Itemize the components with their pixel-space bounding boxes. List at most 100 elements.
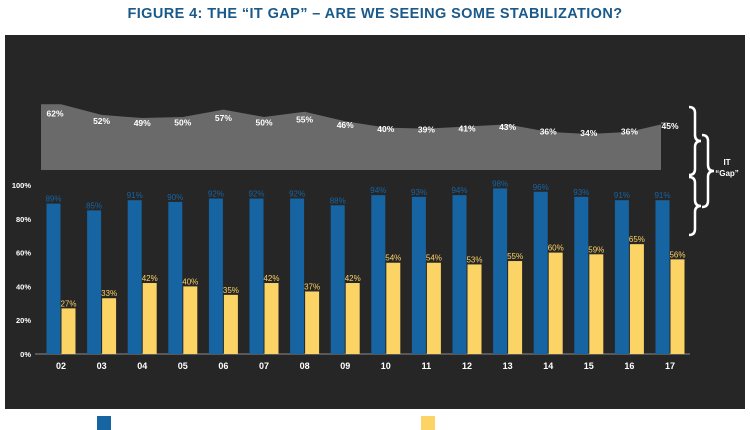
x-tick-label: 11: [422, 361, 432, 371]
x-tick-label: 07: [259, 361, 269, 371]
it-bar-value-label: 92%: [208, 190, 224, 199]
it-bar: [493, 188, 508, 354]
shipper-bar-value-label: 54%: [385, 254, 401, 263]
shipper-bar-value-label: 42%: [345, 274, 361, 283]
gap-value-label: 62%: [46, 109, 63, 119]
shipper-bar: [386, 262, 401, 354]
y-tick-label: 60%: [16, 249, 31, 258]
it-bar-value-label: 90%: [167, 193, 183, 202]
shipper-bar: [183, 286, 198, 354]
gap-value-label: 49%: [134, 118, 151, 128]
it-bar: [87, 210, 102, 354]
gap-value-label: 36%: [621, 127, 638, 137]
chart-panel: 62% 52% 49% 50% 57% 50% 55% 46% 40% 39% 41% 43% 36% 3…: [5, 35, 745, 430]
shipper-bar-value-label: 33%: [101, 289, 117, 298]
gap-value-label: 40%: [377, 124, 394, 134]
x-tick-label: 13: [503, 361, 513, 371]
it-bar-value-label: 94%: [451, 186, 467, 195]
x-tick-label: 03: [97, 361, 107, 371]
gap-brace-upper: [688, 105, 702, 177]
it-bar-value-label: 92%: [289, 190, 305, 199]
gap-label-line: IT: [723, 158, 730, 167]
shipper-bar: [223, 294, 238, 354]
x-axis-labels-group: 02 03 04 05 06 07 08 09 10 11 12 13 14 15 16 17: [56, 361, 675, 371]
it-bar-value-label: 85%: [86, 201, 102, 210]
x-tick-label: 04: [137, 361, 147, 371]
gap-value-label: 34%: [580, 128, 597, 138]
shipper-bar-value-label: 59%: [588, 245, 604, 254]
shipper-bar-value-label: 55%: [507, 252, 523, 261]
x-tick-label: 05: [178, 361, 188, 371]
gap-value-label: 57%: [215, 113, 232, 123]
gap-value-label: 50%: [255, 118, 272, 128]
shipper-bar: [508, 261, 523, 354]
it-bar-value-label: 93%: [411, 188, 427, 197]
shipper-bar-value-label: 54%: [426, 254, 442, 263]
shipper-bar-value-label: 60%: [548, 244, 564, 253]
shipper-bar: [61, 308, 76, 354]
shipper-bar: [426, 262, 441, 354]
y-tick-label: 40%: [16, 282, 31, 291]
shipper-bar: [305, 291, 320, 354]
it-bar-value-label: 89%: [45, 195, 61, 204]
gap-brace-outer: [701, 133, 715, 209]
gap-value-label: 50%: [174, 118, 191, 128]
x-tick-label: 15: [584, 361, 594, 371]
it-bar-value-label: 94%: [370, 186, 386, 195]
shipper-bar-value-label: 65%: [629, 235, 645, 244]
shipper-bar-value-label: 42%: [263, 274, 279, 283]
it-bar: [655, 200, 670, 354]
gap-brace-lower: [688, 175, 702, 237]
y-tick-label: 0%: [20, 350, 31, 359]
it-bar-value-label: 91%: [127, 191, 143, 200]
gap-area-group: [41, 104, 670, 170]
x-tick-label: 14: [543, 361, 553, 371]
figure-title: FIGURE 4: THE “IT GAP” – ARE WE SEEING S…: [127, 6, 623, 22]
x-tick-label: 09: [340, 361, 350, 371]
shipper-bar-value-label: 35%: [223, 286, 239, 295]
gap-value-label: 46%: [337, 120, 354, 130]
shipper-bar: [264, 283, 279, 354]
shipper-bar: [102, 298, 117, 354]
it-bar: [208, 198, 223, 354]
shipper-bar: [345, 283, 360, 354]
gap-value-label: 39%: [418, 125, 435, 135]
it-bar: [533, 191, 548, 354]
legend-item-shippers: Shippers Satisfied with 3PL IT Capabilit…: [421, 416, 666, 430]
legend-item-it: IT Capabilities Necessary Element of 3PL…: [97, 416, 391, 430]
legend-swatch-it: [97, 416, 111, 430]
legend-label-shippers: Shippers Satisfied with 3PL IT Capabilit…: [441, 416, 666, 430]
x-tick-label: 08: [300, 361, 310, 371]
it-bar-value-label: 98%: [492, 179, 508, 188]
x-tick-label: 10: [381, 361, 391, 371]
it-bar-value-label: 96%: [533, 183, 549, 192]
bar-chart: 62% 52% 49% 50% 57% 50% 55% 46% 40% 39% 41% 43% 36% 3…: [12, 104, 739, 371]
shipper-bar-value-label: 53%: [466, 255, 482, 264]
gap-labels-group: 62% 52% 49% 50% 57% 50% 55% 46% 40% 39% 41% 43% 36% 3…: [46, 109, 678, 138]
shipper-bar: [548, 252, 563, 354]
it-bar-value-label: 91%: [614, 191, 630, 200]
shipper-bar-value-label: 56%: [669, 250, 685, 259]
shipper-bar: [670, 259, 685, 354]
it-bar: [168, 201, 183, 354]
it-bar: [46, 203, 61, 354]
y-tick-label: 100%: [12, 181, 32, 190]
gap-value-label: 36%: [540, 127, 557, 137]
bars-group: 89% 85% 91% 90% 92% 92% 92% 88% 94% 93% 94% 98% 96% 9…: [45, 179, 686, 354]
gap-area: [41, 104, 670, 170]
shipper-bar-value-label: 27%: [60, 299, 76, 308]
it-bar: [127, 200, 142, 354]
gap-label: IT “Gap”: [715, 158, 739, 178]
it-bar: [371, 195, 386, 354]
x-tick-label: 06: [218, 361, 228, 371]
gap-value-label: 52%: [93, 116, 110, 126]
legend-swatch-shippers: [421, 416, 435, 430]
gap-label-line: “Gap”: [715, 169, 739, 178]
legend-label-it: IT Capabilities Necessary Element of 3PL…: [117, 416, 392, 430]
it-bar: [452, 195, 467, 354]
it-bar: [574, 196, 589, 354]
x-tick-label: 02: [56, 361, 66, 371]
x-tick-label: 12: [462, 361, 472, 371]
shipper-bar: [142, 283, 157, 354]
it-bar: [249, 198, 264, 354]
